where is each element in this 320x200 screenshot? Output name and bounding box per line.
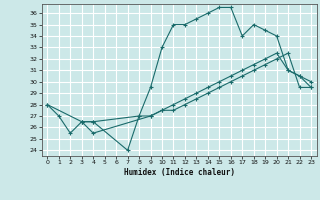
X-axis label: Humidex (Indice chaleur): Humidex (Indice chaleur) xyxy=(124,168,235,177)
